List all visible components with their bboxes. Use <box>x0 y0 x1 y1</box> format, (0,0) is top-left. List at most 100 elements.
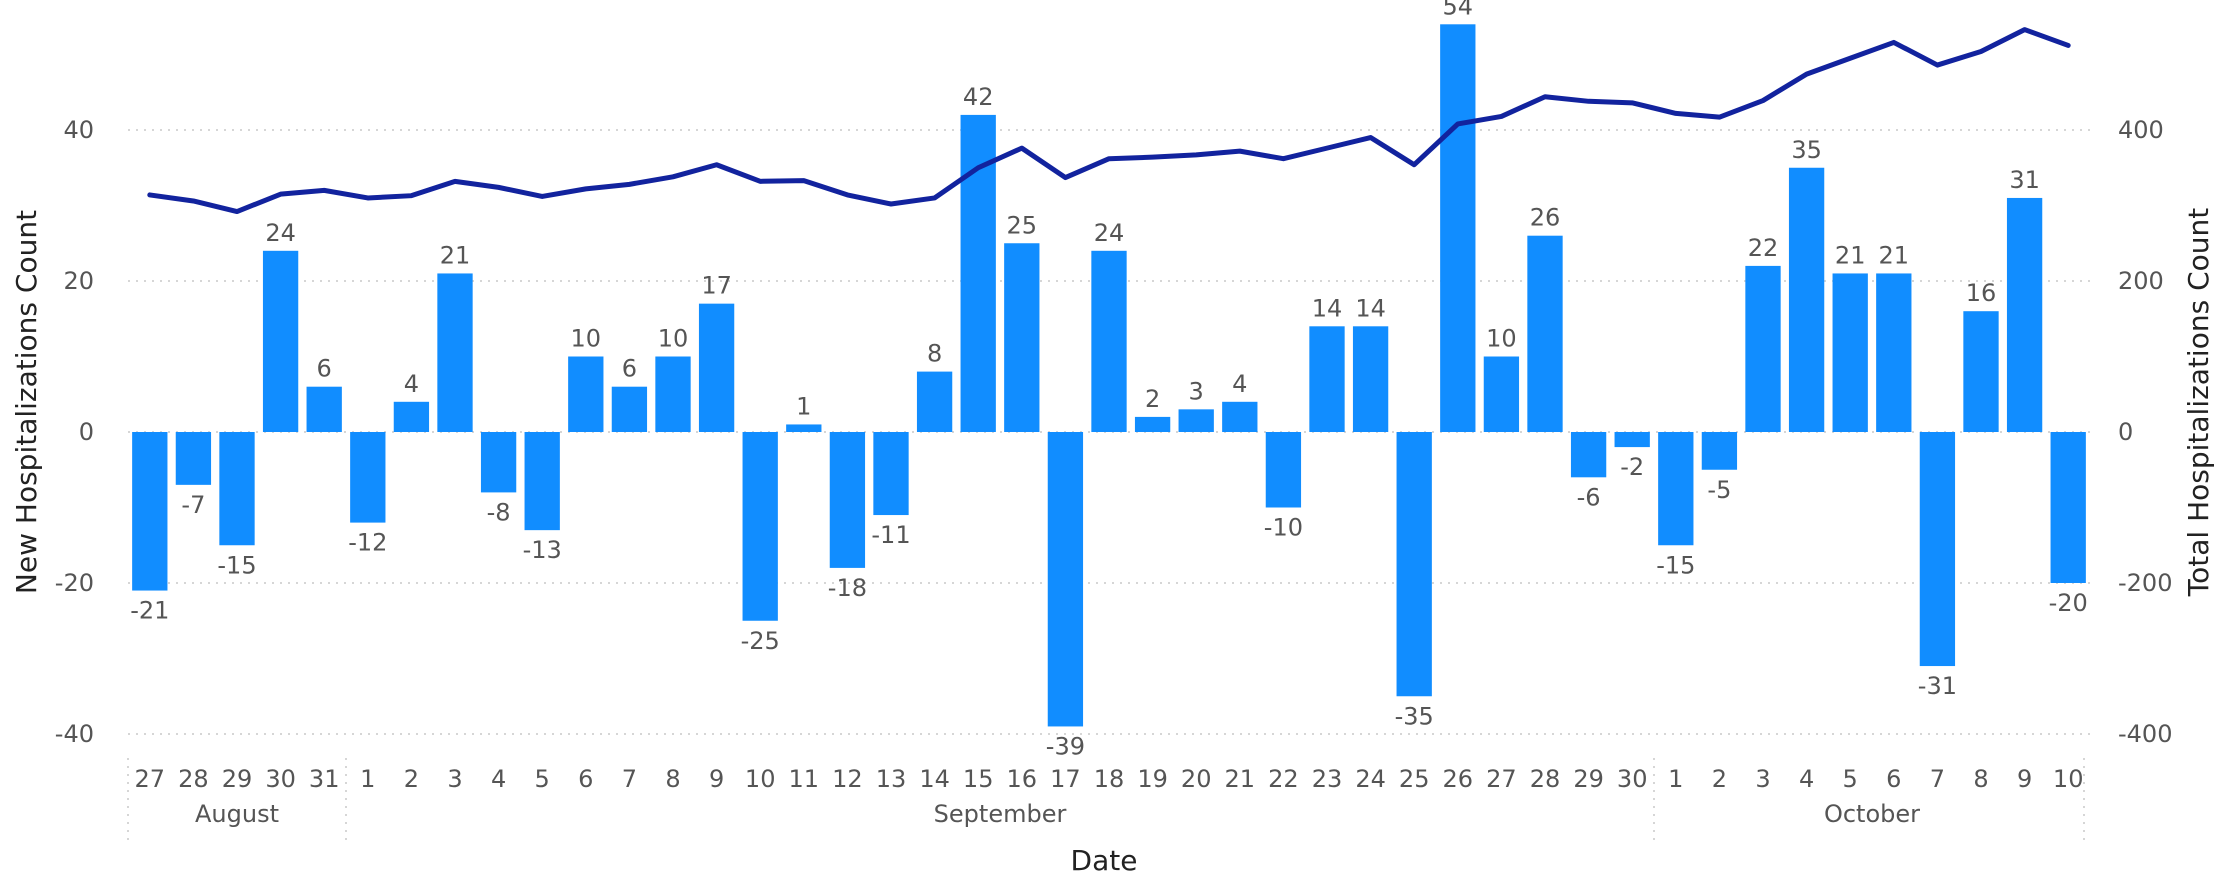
y-tick-label: 20 <box>63 267 94 295</box>
bar <box>175 432 212 485</box>
x-tick-label: 8 <box>1973 765 1988 793</box>
data-label: -6 <box>1577 483 1601 511</box>
y-axis-right-title: Total Hospitalizations Count <box>2182 208 2215 597</box>
x-tick-label: 26 <box>1443 765 1474 793</box>
bar <box>698 303 735 432</box>
bar <box>1745 265 1781 432</box>
x-tick-label: 10 <box>745 765 776 793</box>
data-label: 54 <box>1443 0 1474 20</box>
x-tick-label: 18 <box>1094 765 1125 793</box>
x-tick-label: 22 <box>1268 765 1299 793</box>
data-label: 8 <box>927 340 942 368</box>
x-tick-label: 30 <box>265 765 296 793</box>
x-axis-day-ticks: 27 28 29 30 31 1 2 3 4 5 6 7 8 9 10 11 12 13 14 15 16 17 18 19 2… <box>135 765 2084 793</box>
y2-tick-label: -400 <box>2118 720 2172 748</box>
month-label: October <box>1824 800 1920 828</box>
bar <box>2050 432 2086 583</box>
x-tick-label: 12 <box>832 765 863 793</box>
bar <box>1309 326 1345 432</box>
data-label: 1 <box>796 392 811 420</box>
x-tick-label: 4 <box>491 765 506 793</box>
bar <box>1876 273 1912 432</box>
data-label: -25 <box>741 627 780 655</box>
x-tick-label: 3 <box>447 765 462 793</box>
x-tick-label: 15 <box>963 765 994 793</box>
x-tick-label: 4 <box>1799 765 1814 793</box>
x-tick-label: 14 <box>919 765 950 793</box>
y-axis-right-ticks: -400 -200 0 200 400 <box>2118 116 2172 748</box>
data-label: -21 <box>130 597 169 625</box>
x-tick-label: 27 <box>135 765 166 793</box>
data-label: -15 <box>1656 551 1695 579</box>
data-label: 31 <box>2009 166 2040 194</box>
bar <box>1658 432 1694 546</box>
data-label: -35 <box>1395 702 1434 730</box>
x-tick-label: 27 <box>1486 765 1517 793</box>
bar <box>611 386 648 432</box>
bar <box>480 432 517 493</box>
x-tick-label: 2 <box>1712 765 1727 793</box>
bar <box>1919 432 1956 667</box>
x-tick-label: 29 <box>1573 765 1604 793</box>
data-label: -15 <box>217 551 256 579</box>
x-tick-label: 23 <box>1312 765 1343 793</box>
data-label: -5 <box>1707 476 1731 504</box>
y-tick-label: -40 <box>55 720 94 748</box>
x-tick-label: 1 <box>1668 765 1683 793</box>
data-label: 25 <box>1007 211 1038 239</box>
data-label: -11 <box>871 521 910 549</box>
bar <box>1047 432 1084 727</box>
bar <box>1963 311 1999 432</box>
bar <box>1134 416 1171 432</box>
x-tick-label: 16 <box>1007 765 1038 793</box>
line-series <box>147 27 2071 215</box>
data-label: 14 <box>1355 294 1386 322</box>
data-label: 10 <box>1486 325 1517 353</box>
x-tick-label: 17 <box>1050 765 1081 793</box>
y-axis-left-title: New Hospitalizations Count <box>10 210 43 594</box>
bar <box>1483 356 1520 432</box>
bar <box>916 371 953 432</box>
bar <box>1788 167 1825 432</box>
x-tick-label: 30 <box>1617 765 1648 793</box>
x-tick-label: 9 <box>2017 765 2032 793</box>
bar <box>393 401 430 432</box>
x-axis-month-groups: August September October <box>127 758 2085 840</box>
x-tick-label: 21 <box>1225 765 1256 793</box>
bar <box>524 432 560 531</box>
data-label: -18 <box>828 574 867 602</box>
bar <box>2006 197 2043 432</box>
data-label: -8 <box>487 498 511 526</box>
x-tick-label: 6 <box>578 765 593 793</box>
y2-tick-label: -200 <box>2118 569 2172 597</box>
data-label: 21 <box>1835 241 1866 269</box>
bar <box>1570 432 1607 478</box>
x-tick-label: 25 <box>1399 765 1430 793</box>
bar <box>219 432 255 546</box>
bar-series <box>132 24 2086 727</box>
bar <box>1004 243 1040 432</box>
x-tick-label: 5 <box>1843 765 1858 793</box>
y-axis-left-ticks: -40 -20 0 20 40 <box>55 116 94 748</box>
month-label: August <box>195 800 279 828</box>
data-label: 4 <box>1232 370 1247 398</box>
data-label: -12 <box>348 529 387 557</box>
x-tick-label: 13 <box>876 765 907 793</box>
month-label: September <box>934 800 1067 828</box>
data-label: 14 <box>1312 294 1343 322</box>
bar <box>1265 432 1302 508</box>
data-label: -20 <box>2049 589 2088 617</box>
y2-tick-label: 200 <box>2118 267 2164 295</box>
data-label: 42 <box>963 83 994 111</box>
bar <box>1396 432 1432 697</box>
y2-tick-label: 0 <box>2118 418 2133 446</box>
data-label: 2 <box>1145 385 1160 413</box>
y2-tick-label: 400 <box>2118 116 2164 144</box>
data-label: 10 <box>658 325 689 353</box>
data-labels: -21-7-15246-12421-8-131061017-251-18-118… <box>130 0 2088 760</box>
bar <box>742 432 778 621</box>
x-tick-label: 7 <box>622 765 637 793</box>
data-label: -2 <box>1620 453 1644 481</box>
x-tick-label: 9 <box>709 765 724 793</box>
